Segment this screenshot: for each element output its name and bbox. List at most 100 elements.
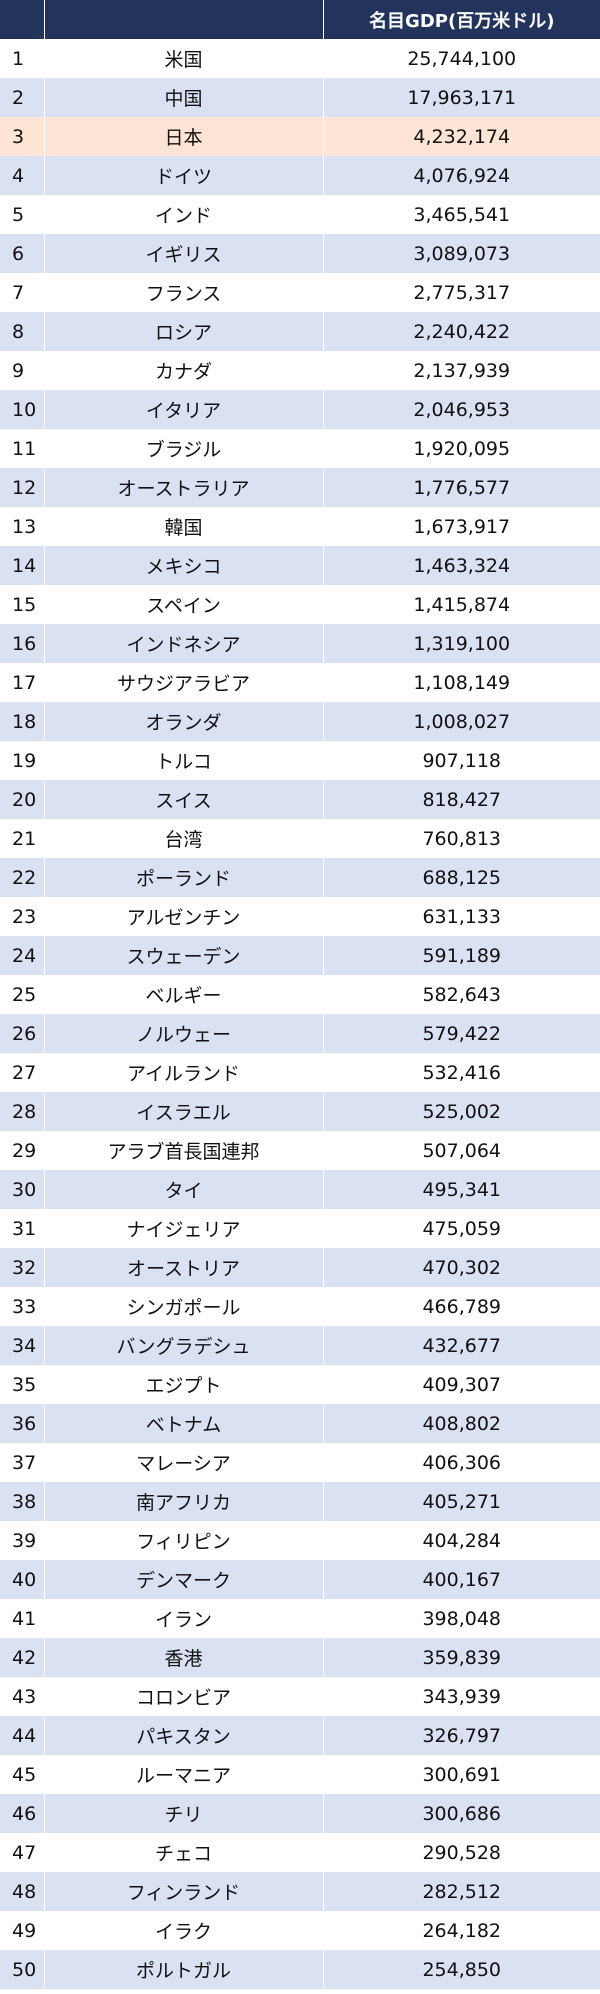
country-cell: イタリア [44, 390, 324, 429]
table-row: 45 ルーマニア 300,691 [0, 1755, 600, 1794]
table-row: 32 オーストリア 470,302 [0, 1248, 600, 1287]
country-cell: パキスタン [44, 1716, 324, 1755]
country-cell: スイス [44, 780, 324, 819]
country-cell: ルーマニア [44, 1755, 324, 1794]
gdp-value-cell: 466,789 [323, 1287, 600, 1326]
gdp-value-cell: 1,319,100 [323, 624, 600, 663]
table-row: 8 ロシア 2,240,422 [0, 312, 600, 351]
table-row: 37 マレーシア 406,306 [0, 1443, 600, 1482]
rank-cell: 50 [0, 1950, 45, 1989]
table-row: 23 アルゼンチン 631,133 [0, 897, 600, 936]
table-row: 36 ベトナム 408,802 [0, 1404, 600, 1443]
country-cell: スウェーデン [44, 936, 324, 975]
gdp-value-cell: 507,064 [323, 1131, 600, 1170]
table-row: 29 アラブ首長国連邦 507,064 [0, 1131, 600, 1170]
gdp-value-cell: 3,465,541 [323, 195, 600, 234]
rank-cell: 25 [0, 975, 45, 1014]
gdp-value-cell: 432,677 [323, 1326, 600, 1365]
table-row: 10 イタリア 2,046,953 [0, 390, 600, 429]
rank-cell: 32 [0, 1248, 45, 1287]
header-country [44, 0, 324, 39]
rank-cell: 10 [0, 390, 45, 429]
rank-cell: 21 [0, 819, 45, 858]
gdp-value-cell: 1,776,577 [323, 468, 600, 507]
table-row: 28 イスラエル 525,002 [0, 1092, 600, 1131]
rank-cell: 26 [0, 1014, 45, 1053]
gdp-value-cell: 688,125 [323, 858, 600, 897]
gdp-value-cell: 409,307 [323, 1365, 600, 1404]
gdp-value-cell: 495,341 [323, 1170, 600, 1209]
table-row: 18 オランダ 1,008,027 [0, 702, 600, 741]
gdp-value-cell: 631,133 [323, 897, 600, 936]
rank-cell: 34 [0, 1326, 45, 1365]
gdp-value-cell: 300,691 [323, 1755, 600, 1794]
table-row: 33 シンガポール 466,789 [0, 1287, 600, 1326]
rank-cell: 14 [0, 546, 45, 585]
table-row: 14 メキシコ 1,463,324 [0, 546, 600, 585]
rank-cell: 13 [0, 507, 45, 546]
rank-cell: 12 [0, 468, 45, 507]
country-cell: 南アフリカ [44, 1482, 324, 1521]
gdp-value-cell: 1,463,324 [323, 546, 600, 585]
gdp-value-cell: 398,048 [323, 1599, 600, 1638]
rank-cell: 2 [0, 78, 45, 117]
table-row: 1 米国 25,744,100 [0, 39, 600, 78]
country-cell: 中国 [44, 78, 324, 117]
country-cell: イラン [44, 1599, 324, 1638]
gdp-value-cell: 591,189 [323, 936, 600, 975]
country-cell: シンガポール [44, 1287, 324, 1326]
gdp-value-cell: 406,306 [323, 1443, 600, 1482]
table-row: 49 イラク 264,182 [0, 1911, 600, 1950]
country-cell: チリ [44, 1794, 324, 1833]
rank-cell: 33 [0, 1287, 45, 1326]
table-row: 38 南アフリカ 405,271 [0, 1482, 600, 1521]
gdp-value-cell: 1,920,095 [323, 429, 600, 468]
gdp-value-cell: 254,850 [323, 1950, 600, 1989]
country-cell: 韓国 [44, 507, 324, 546]
gdp-value-cell: 2,775,317 [323, 273, 600, 312]
table-row: 41 イラン 398,048 [0, 1599, 600, 1638]
country-cell: アイルランド [44, 1053, 324, 1092]
rank-cell: 30 [0, 1170, 45, 1209]
rank-cell: 27 [0, 1053, 45, 1092]
gdp-value-cell: 408,802 [323, 1404, 600, 1443]
table-row: 15 スペイン 1,415,874 [0, 585, 600, 624]
gdp-value-cell: 1,008,027 [323, 702, 600, 741]
country-cell: オランダ [44, 702, 324, 741]
table-row: 46 チリ 300,686 [0, 1794, 600, 1833]
country-cell: 台湾 [44, 819, 324, 858]
rank-cell: 49 [0, 1911, 45, 1950]
table-row: 30 タイ 495,341 [0, 1170, 600, 1209]
gdp-value-cell: 359,839 [323, 1638, 600, 1677]
gdp-value-cell: 582,643 [323, 975, 600, 1014]
rank-cell: 17 [0, 663, 45, 702]
table-row: 47 チェコ 290,528 [0, 1833, 600, 1872]
table-row: 3 日本 4,232,174 [0, 117, 600, 156]
rank-cell: 7 [0, 273, 45, 312]
gdp-value-cell: 282,512 [323, 1872, 600, 1911]
gdp-value-cell: 1,415,874 [323, 585, 600, 624]
country-cell: オーストラリア [44, 468, 324, 507]
country-cell: 日本 [44, 117, 324, 156]
rank-cell: 45 [0, 1755, 45, 1794]
gdp-value-cell: 818,427 [323, 780, 600, 819]
rank-cell: 39 [0, 1521, 45, 1560]
gdp-value-cell: 343,939 [323, 1677, 600, 1716]
table-row: 40 デンマーク 400,167 [0, 1560, 600, 1599]
table-body: 1 米国 25,744,100 2 中国 17,963,171 3 日本 4,232,174 4 ド… [0, 39, 600, 1989]
table-row: 6 イギリス 3,089,073 [0, 234, 600, 273]
gdp-value-cell: 2,240,422 [323, 312, 600, 351]
gdp-value-cell: 326,797 [323, 1716, 600, 1755]
gdp-value-cell: 25,744,100 [323, 39, 600, 78]
country-cell: フィリピン [44, 1521, 324, 1560]
table-row: 39 フィリピン 404,284 [0, 1521, 600, 1560]
table-row: 13 韓国 1,673,917 [0, 507, 600, 546]
table-row: 42 香港 359,839 [0, 1638, 600, 1677]
table-row: 20 スイス 818,427 [0, 780, 600, 819]
country-cell: トルコ [44, 741, 324, 780]
rank-cell: 35 [0, 1365, 45, 1404]
table-row: 25 ベルギー 582,643 [0, 975, 600, 1014]
gdp-value-cell: 475,059 [323, 1209, 600, 1248]
rank-cell: 18 [0, 702, 45, 741]
country-cell: イギリス [44, 234, 324, 273]
